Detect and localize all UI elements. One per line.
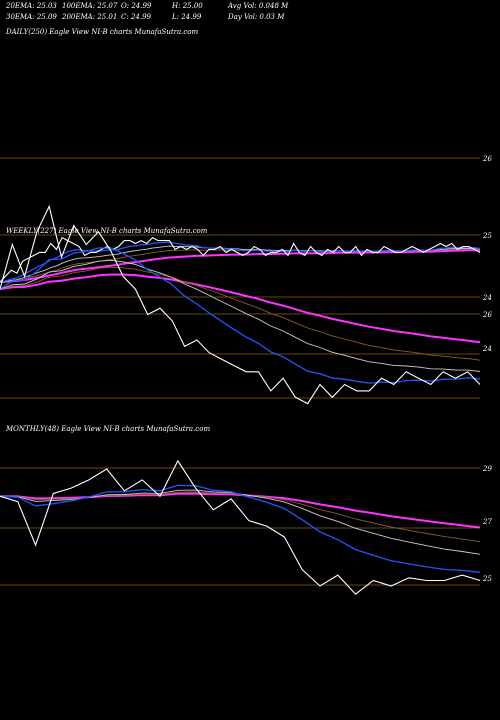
chart-panel-3: 29 27 25 MONTHLY(48) Eagle View NI-B charts… [0,425,492,595]
avg-vol-label: Avg Vol: 0.048 M [228,2,289,10]
price-line [0,459,481,595]
y-tick-label: 26 [482,155,492,163]
y-tick-label: 25 [482,232,492,240]
ema20-label: 20EMA: 25.03 [6,2,57,10]
ema-line [0,249,481,283]
ema-line [0,259,481,372]
ema200-label: 200EMA: 25.01 [62,13,118,21]
ema-line [0,247,481,384]
y-tick-label: 29 [482,465,492,473]
chart-title: WEEKLY(227) Eagle View NI-B charts Munaf… [6,227,208,235]
low-label: L: 24.99 [172,13,202,21]
ema-line [0,489,481,555]
ema-line [0,241,481,283]
price-line [0,236,481,283]
y-tick-label: 24 [482,345,492,353]
price-line [0,204,481,405]
day-vol-label: Day Vol: 0.03 M [228,13,285,21]
ema-line [0,273,481,344]
ema-line [0,484,481,573]
ema100-label: 100EMA: 25.07 [62,2,118,10]
y-tick-label: 25 [482,575,492,583]
chart-title: MONTHLY(48) Eagle View NI-B charts Munaf… [5,425,210,433]
ema-line [0,266,481,361]
high-label: H: 25.00 [172,2,203,10]
y-tick-label: 27 [482,518,492,526]
open-label: O: 24.99 [121,2,152,10]
chart-panel-2: 26 24 WEEKLY(227) Eagle View NI-B charts M… [0,204,492,405]
close-label: C: 24.99 [121,13,151,21]
chart-title: DAILY(250) Eagle View NI-B charts Munafa… [5,28,199,36]
y-tick-label: 26 [482,311,492,319]
indicator-header: 20EMA: 25.03 100EMA: 25.07 O: 24.99 H: 2… [0,0,500,40]
chart-panel-1: 26 25 24 DAILY(250) Eagle View NI-B charts … [0,28,492,302]
ema30-label: 30EMA: 25.09 [6,13,57,21]
y-tick-label: 24 [482,294,492,302]
